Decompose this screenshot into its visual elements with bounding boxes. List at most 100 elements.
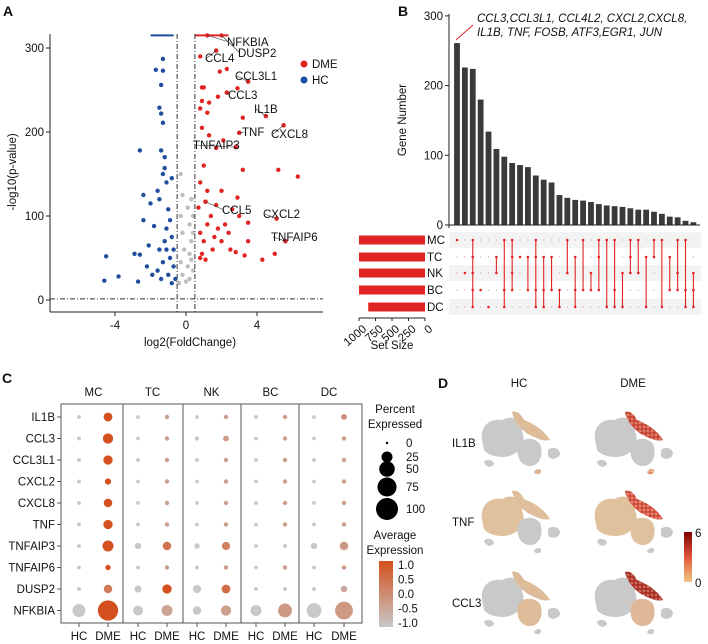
dot-il1b-bc-hc xyxy=(254,415,258,419)
intersection-bar xyxy=(517,165,523,225)
set-label-bc: BC xyxy=(427,285,443,297)
point-hc xyxy=(167,255,173,261)
matrix-dot xyxy=(566,271,569,275)
matrix-dot xyxy=(471,238,475,242)
matrix-empty-dot xyxy=(495,306,497,308)
point-hc xyxy=(157,197,162,202)
gene-label-ccl3l1: CCL3L1 xyxy=(235,71,277,83)
matrix-empty-dot xyxy=(456,289,458,291)
dot-tnfaip3-tc-dme xyxy=(162,541,172,551)
matrix-dot xyxy=(542,288,545,292)
dot-tnf-bc-dme xyxy=(282,522,288,527)
matrix-dot xyxy=(471,255,475,259)
matrix-empty-dot xyxy=(558,239,561,241)
matrix-dot xyxy=(605,305,609,309)
volcano-axes: 0 100 200 300 -4 0 4 xyxy=(25,34,323,332)
condition-label-dme: DME xyxy=(154,631,180,643)
matrix-dot xyxy=(455,238,459,242)
dot-ccl3-dc-hc xyxy=(312,436,316,441)
point-dme xyxy=(219,239,224,244)
gene-label-il1b: IL1B xyxy=(31,412,55,424)
intersection-bar xyxy=(658,213,665,225)
dot-dusp2-tc-dme xyxy=(162,584,172,594)
dot-tnf-tc-dme xyxy=(164,522,170,527)
dot-ccl3-tc-hc xyxy=(136,436,140,441)
matrix-dot xyxy=(495,255,498,259)
point-hc xyxy=(132,251,137,256)
gene-label-leader xyxy=(239,131,245,134)
gene-label-leader xyxy=(236,75,249,82)
matrix-empty-dot xyxy=(653,289,655,291)
matrix-dot xyxy=(684,238,687,242)
gene-label-leader xyxy=(264,213,277,219)
matrix-dot xyxy=(573,255,577,259)
point-dme xyxy=(245,220,251,225)
tsne-cluster-right xyxy=(661,447,673,459)
dot-il1b-mc-hc xyxy=(77,415,81,419)
color-legend-title-2: Expression xyxy=(367,545,424,557)
upset-y-tick-label: 300 xyxy=(424,11,443,23)
color-legend-title-1: Average xyxy=(374,530,417,542)
tsne-cluster-right xyxy=(548,526,560,538)
matrix-empty-dot xyxy=(582,306,584,308)
dot-tnf-bc-hc xyxy=(254,522,258,527)
dot-tnfaip6-bc-dme xyxy=(282,565,288,570)
tsne-expression-mid xyxy=(517,598,542,626)
size-legend-dot xyxy=(379,461,395,477)
gene-label-cxcl8: CXCL8 xyxy=(271,129,308,141)
gene-label-leader xyxy=(255,108,267,117)
point-hc xyxy=(166,272,171,277)
gene-label-ccl3: CCL3 xyxy=(228,90,257,102)
dot-ccl3l1-nk-dme xyxy=(223,457,229,463)
point-hc xyxy=(137,148,143,153)
matrix-empty-dot xyxy=(456,256,458,258)
dot-nfkbia-dc-hc xyxy=(306,603,322,618)
dot-cxcl2-mc-dme xyxy=(104,478,112,485)
tsne-cluster-main xyxy=(481,417,524,457)
intersection-bar xyxy=(461,67,468,225)
point-hc xyxy=(160,260,166,265)
matrix-empty-dot xyxy=(590,306,592,308)
point-hc xyxy=(157,247,162,252)
gene-label-tnfaip6: TNFAIP6 xyxy=(271,232,318,244)
matrix-dot xyxy=(636,238,640,242)
point-hc xyxy=(164,180,169,185)
matrix-empty-dot xyxy=(629,306,631,308)
matrix-empty-dot xyxy=(480,239,482,241)
gene-label-tnfaip3: TNFAIP3 xyxy=(193,140,240,152)
tsne-cluster-small xyxy=(597,619,607,627)
matrix-dot xyxy=(621,305,624,309)
point-hc xyxy=(160,68,166,73)
matrix-empty-dot xyxy=(637,306,639,308)
gene-label-leader xyxy=(226,92,231,96)
point-dme xyxy=(198,230,203,235)
point-dme xyxy=(242,253,247,258)
dot-ccl3l1-bc-hc xyxy=(254,458,258,462)
dot-cxcl8-dc-dme xyxy=(341,500,347,506)
y-tick-label: 300 xyxy=(25,43,44,55)
matrix-empty-dot xyxy=(637,289,639,291)
tsne-cluster-right xyxy=(661,607,673,619)
dot-plot: MC HC DME TC HC DME NK HC DME BC HC DME DC HC DME IL1B C… xyxy=(8,387,425,643)
tsne-cluster-small xyxy=(484,619,494,627)
matrix-dot xyxy=(652,255,656,259)
set-size-label: Set Size xyxy=(371,340,414,352)
matrix-dot xyxy=(660,305,664,309)
intersection-bar xyxy=(603,205,610,225)
tsne-cluster-tiny xyxy=(534,629,542,635)
group-label-tc: TC xyxy=(145,387,160,399)
point-dme xyxy=(245,239,251,244)
matrix-empty-dot xyxy=(692,239,695,241)
tsne-cluster-tiny xyxy=(647,629,655,635)
point-dme xyxy=(198,255,203,261)
dot-tnfaip6-tc-hc xyxy=(136,565,140,570)
point-hc xyxy=(153,67,159,73)
dot-ccl3l1-dc-dme xyxy=(341,457,347,463)
intersection-bar xyxy=(627,208,634,225)
condition-label-dme: DME xyxy=(95,631,121,643)
intersection-bar xyxy=(501,156,508,225)
tsne-map-tnf-dme xyxy=(594,490,673,554)
point-hc xyxy=(158,276,164,282)
tsne-expression-texture xyxy=(625,571,663,601)
